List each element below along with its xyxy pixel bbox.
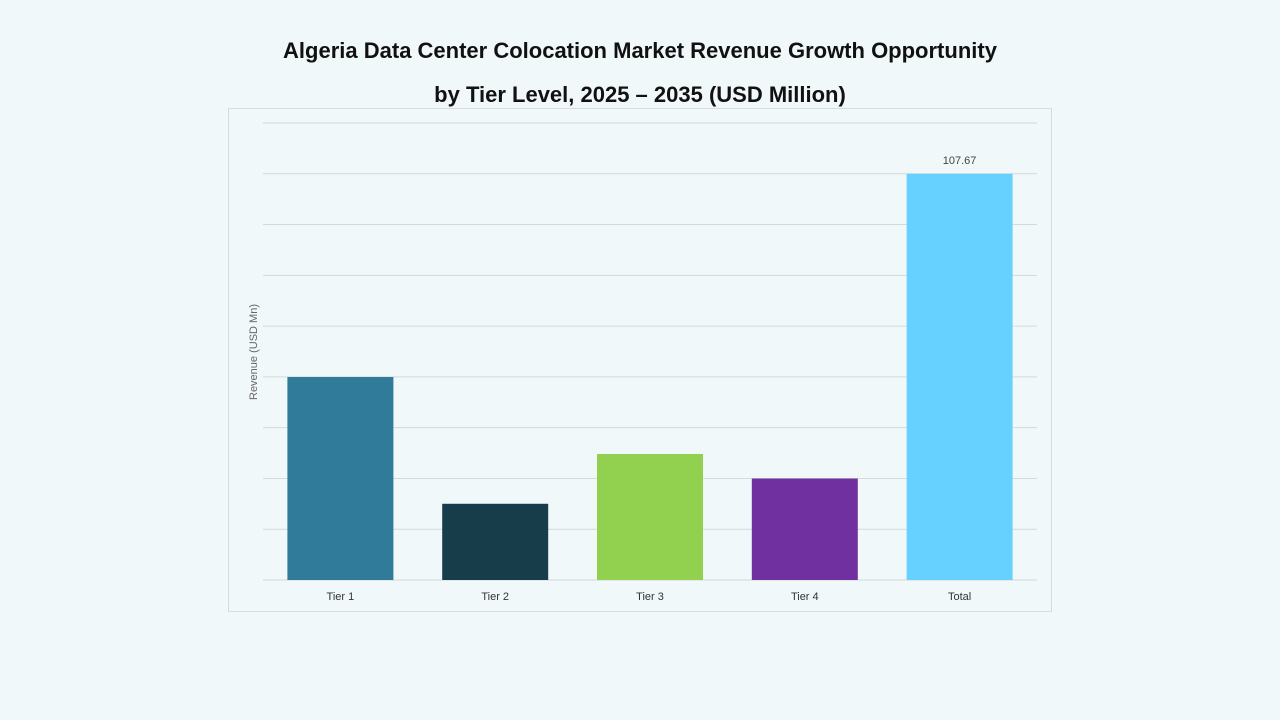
x-tick-label: Tier 4: [791, 591, 819, 603]
x-tick-label: Total: [948, 591, 971, 603]
y-axis-label: Revenue (USD Mn): [248, 304, 260, 400]
bar-tier-1: [287, 377, 394, 580]
bar-tier-2: [442, 503, 549, 580]
x-tick-label: Tier 3: [636, 591, 664, 603]
x-tick-label: Tier 2: [481, 591, 509, 603]
x-tick-label: Tier 1: [327, 591, 355, 603]
data-label: 107.67: [943, 155, 977, 167]
bar-tier-4: [751, 478, 858, 580]
chart-frame: [228, 108, 1052, 612]
chart-title-line-1: Algeria Data Center Colocation Market Re…: [283, 38, 997, 63]
chart-title-line-2: by Tier Level, 2025 – 2035 (USD Million): [434, 82, 846, 107]
bar-tier-3: [597, 453, 703, 580]
bar-total: [906, 173, 1013, 580]
